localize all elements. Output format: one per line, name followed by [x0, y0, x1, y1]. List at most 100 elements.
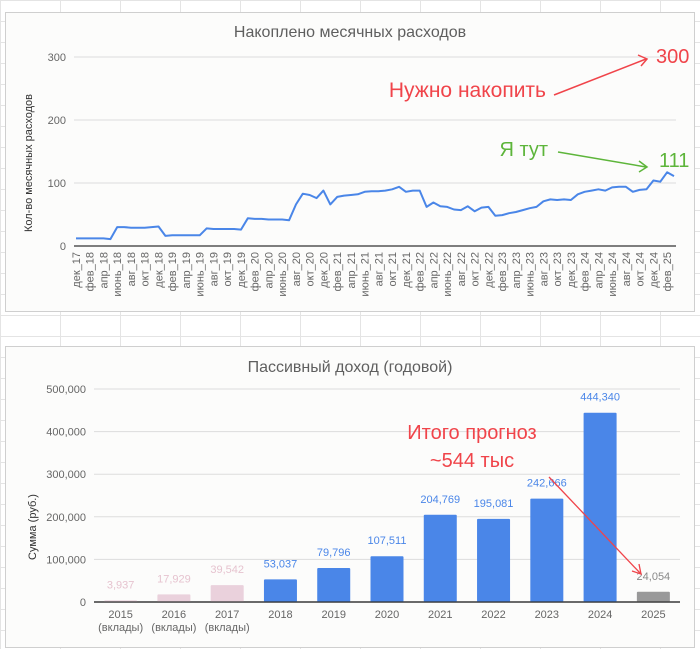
bar [477, 518, 511, 602]
bar [583, 412, 617, 602]
bar [370, 556, 404, 602]
x-tick-label: апр_22 [428, 252, 440, 289]
x-tick-label: авг_24 [621, 252, 633, 286]
annotation-need-to-save: Нужно накопить [389, 79, 546, 102]
x-tick-label: окт_23 [552, 252, 564, 286]
bar [530, 498, 564, 602]
data-label: 17,929 [157, 573, 191, 585]
x-tick-label: окт_20 [305, 252, 317, 286]
annotation-target-300: 300 [656, 46, 689, 68]
bar [210, 585, 244, 602]
x-tick-sublabel: (вклады) [151, 622, 196, 634]
x-tick-label: 2025 [641, 609, 665, 621]
bar [423, 514, 457, 602]
x-tick-label: 2017 [215, 609, 239, 621]
x-tick-label: июнь_19 [195, 252, 207, 297]
x-tick-label: дек_22 [483, 252, 495, 288]
y-tick-label: 0 [80, 597, 86, 609]
x-tick-label: фев_22 [415, 252, 427, 291]
x-tick-label: 2023 [535, 609, 559, 621]
y-tick-label: 300 [48, 52, 66, 64]
green-arrow-icon [557, 151, 649, 173]
bar-chart-svg: Пассивный доход (годовой) Сумма (руб.) 0… [27, 359, 680, 634]
x-tick-label: 2018 [268, 609, 292, 621]
x-tick-label: фев_23 [497, 252, 509, 291]
x-tick-label: дек_24 [648, 252, 660, 288]
y-tick-label: 400,000 [46, 427, 86, 439]
plot-area: 0 100 200 300 дек_17 фев_18 апр_18 июнь_18 авг_1… [48, 52, 676, 297]
chart-title: Пассивный доход (годовой) [248, 359, 453, 376]
x-tick-label: июнь_22 [442, 252, 454, 297]
data-label: 39,542 [210, 564, 244, 576]
x-tick-label: 2015 [108, 609, 132, 621]
x-tick-label: дек_21 [401, 252, 413, 288]
x-tick-label: июнь_18 [112, 252, 124, 297]
bar [263, 579, 297, 602]
x-tick-sublabel: (вклады) [205, 622, 250, 634]
x-tick-label: дек_17 [71, 252, 83, 288]
passive-income-chart: Пассивный доход (годовой) Сумма (руб.) 0… [5, 346, 695, 648]
x-tick-label: апр_20 [263, 252, 275, 289]
y-axis-label: Кол-во месячных расходов [23, 94, 35, 232]
x-tick-label: фев_20 [250, 252, 262, 291]
annotation-i-am-here: Я тут [499, 139, 548, 161]
x-tick-label: 2024 [588, 609, 612, 621]
plot-area: 0 100,000 200,000 300,000 400,000 500,000 3,93… [46, 384, 680, 634]
annotation-current-111: 111 [659, 150, 689, 172]
y-tick-label: 300,000 [46, 469, 86, 481]
x-tick-label: окт_24 [635, 252, 647, 286]
x-tick-label: июнь_24 [607, 252, 619, 297]
x-tick-label: окт_19 [222, 252, 234, 286]
y-tick-label: 200,000 [46, 512, 86, 524]
data-label: 195,081 [474, 498, 514, 510]
x-tick-label: апр_18 [98, 252, 110, 289]
data-label: 444,340 [580, 392, 620, 404]
accumulated-expenses-chart: Накоплено месячных расходов Кол-во месяч… [5, 12, 695, 312]
x-tick-label: дек_23 [566, 252, 578, 288]
x-tick-label: 2019 [321, 609, 345, 621]
x-tick-label: окт_18 [140, 252, 152, 286]
data-label: 53,037 [264, 558, 298, 570]
red-arrow-icon [553, 54, 649, 96]
bar [317, 568, 351, 602]
x-tick-label: авг_22 [456, 252, 468, 286]
y-tick-label: 200 [48, 115, 66, 127]
data-label: 79,796 [317, 547, 351, 559]
x-tick-label: дек_18 [153, 252, 165, 288]
red-arrow-icon [548, 476, 642, 575]
annotation-forecast-total: Итого прогноз [407, 422, 536, 444]
x-tick-label: июнь_21 [360, 252, 372, 297]
x-tick-label: 2016 [162, 609, 186, 621]
x-tick-label: авг_19 [208, 252, 220, 286]
data-label: 107,511 [368, 535, 407, 547]
x-tick-label: июнь_20 [277, 252, 289, 297]
x-tick-label: фев_25 [662, 252, 674, 291]
annotation-forecast-value: ~544 тыс [430, 450, 514, 472]
y-tick-label: 0 [60, 241, 66, 253]
x-tick-sublabel: (вклады) [98, 622, 143, 634]
y-tick-label: 100,000 [46, 554, 86, 566]
x-tick-label: 2020 [375, 609, 399, 621]
y-tick-label: 100 [48, 178, 66, 190]
y-axis-label: Сумма (руб.) [27, 494, 39, 560]
data-label: 204,769 [420, 494, 460, 506]
bar [157, 594, 191, 602]
x-tick-label: фев_24 [580, 252, 592, 291]
series-line [76, 171, 675, 241]
x-tick-label: окт_21 [387, 252, 399, 286]
x-tick-label: апр_23 [511, 252, 523, 289]
bar [636, 591, 670, 602]
x-tick-label: фев_18 [85, 252, 97, 291]
x-tick-label: июнь_23 [525, 252, 537, 297]
data-label: 242,666 [527, 478, 567, 490]
x-tick-label: фев_19 [167, 252, 179, 291]
x-tick-label: дек_19 [236, 252, 248, 288]
y-tick-label: 500,000 [46, 384, 86, 396]
x-tick-label: 2021 [428, 609, 452, 621]
data-label: 24,054 [637, 571, 671, 583]
x-tick-label: дек_20 [318, 252, 330, 288]
x-tick-label: авг_20 [291, 252, 303, 286]
data-label: 3,937 [107, 579, 135, 591]
x-tick-label: фев_21 [332, 252, 344, 291]
line-chart-svg: Накоплено месячных расходов Кол-во месяч… [23, 24, 689, 297]
